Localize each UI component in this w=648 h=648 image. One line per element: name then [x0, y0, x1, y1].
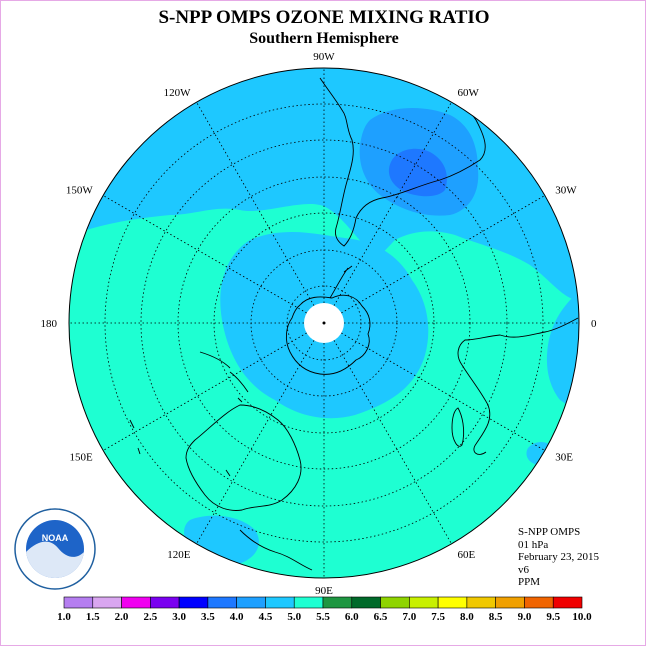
colorbar-swatch: [207, 596, 237, 609]
longitude-label: 0: [591, 318, 597, 330]
colorbar-tick-label: 2.5: [143, 611, 157, 623]
longitude-label: 120W: [164, 87, 192, 99]
colorbar: 1.0 1.5 2.0 2.5 3.0 3.5 4.0 4.5 5.0 5.5 6.0 6.5 7.0 7…: [57, 596, 592, 623]
colorbar-tick-label: 5.5: [316, 611, 330, 623]
info-units: PPM: [518, 576, 541, 588]
longitude-label: 90W: [313, 51, 335, 63]
meridian-line: [196, 340, 315, 545]
colorbar-swatch: [466, 596, 496, 609]
noaa-logo-text: NOAA: [42, 533, 69, 543]
colorbar-tick-label: 4.0: [230, 611, 244, 623]
info-level: 01 hPa: [518, 538, 549, 551]
longitude-label: 120E: [167, 549, 191, 561]
colorbar-swatch: [351, 596, 381, 609]
longitude-label: 150E: [70, 452, 94, 464]
colorbar-swatch: [178, 596, 209, 609]
colorbar-tick-label: 5.0: [287, 611, 301, 623]
colorbar-swatch: [437, 596, 468, 609]
map-boundary: [68, 67, 580, 579]
colorbar-swatch: [236, 596, 266, 609]
colorbar-tick-label: 3.5: [201, 611, 215, 623]
meridian-line: [102, 195, 307, 314]
colorbar-tick-label: 4.5: [259, 611, 273, 623]
colorbar-tick-label: 7.5: [431, 611, 445, 623]
colorbar-swatch: [322, 596, 353, 609]
info-block: S-NPP OMPS 01 hPa February 23, 2015 v6 P…: [518, 526, 599, 589]
ozone-field-lightblue-east: [546, 260, 579, 420]
meridian-line: [341, 195, 546, 314]
noaa-logo: NOAA: [14, 508, 96, 590]
colorbar-tick-label: 3.0: [172, 611, 186, 623]
coastlines: [129, 69, 579, 571]
colorbar-swatch: [524, 596, 554, 609]
map-title: S-NPP OMPS OZONE MIXING RATIO: [158, 7, 490, 28]
colorbar-swatch: [293, 596, 324, 609]
longitude-label: 90E: [315, 585, 333, 597]
longitude-lines: [69, 68, 579, 578]
colorbar-swatch: [495, 596, 525, 609]
colorbar-tick-label: 6.0: [345, 611, 359, 623]
colorbar-tick-label: 6.5: [374, 611, 388, 623]
longitude-label: 60W: [458, 87, 480, 99]
longitude-label: 30E: [555, 452, 573, 464]
colorbar-tick-label: 8.5: [489, 611, 503, 623]
colorbar-swatch: [121, 596, 151, 609]
colorbar-swatch: [92, 596, 122, 609]
ozone-field-deepblue: [388, 148, 447, 197]
meridian-line: [196, 101, 315, 306]
colorbar-tick-label: 2.0: [115, 611, 129, 623]
longitude-label: 150W: [66, 185, 94, 197]
meridian-line: [333, 340, 452, 545]
colorbar-tick-label: 9.0: [518, 611, 532, 623]
meridian-line: [341, 332, 546, 451]
meridian-line: [102, 332, 307, 451]
colorbar-tick-label: 10.0: [572, 611, 592, 623]
longitude-labels: 90W 60W 30W 0 30E 60E 90E 120E 150E 180 150W 120W: [41, 51, 598, 597]
info-instrument: S-NPP OMPS: [518, 526, 581, 538]
meridian-line: [333, 101, 452, 306]
colorbar-tick-label: 9.5: [546, 611, 560, 623]
colorbar-swatch: [265, 596, 295, 609]
info-version: v6: [518, 563, 529, 576]
colorbar-swatch: [380, 596, 410, 609]
colorbar-swatch: [552, 596, 583, 609]
longitude-label: 180: [41, 318, 58, 330]
info-date: February 23, 2015: [518, 551, 599, 563]
colorbar-tick-label: 8.0: [460, 611, 474, 623]
colorbar-swatch: [63, 596, 94, 609]
colorbar-tick-label: 1.0: [57, 611, 71, 623]
south-pole-marker: [322, 321, 326, 325]
longitude-label: 60E: [458, 549, 476, 561]
colorbar-swatch: [409, 596, 439, 609]
longitude-label: 30W: [555, 185, 577, 197]
colorbar-tick-label: 1.5: [86, 611, 100, 623]
colorbar-tick-label: 7.0: [402, 611, 416, 623]
colorbar-swatch: [150, 596, 180, 609]
map-subtitle: Southern Hemisphere: [249, 30, 399, 47]
